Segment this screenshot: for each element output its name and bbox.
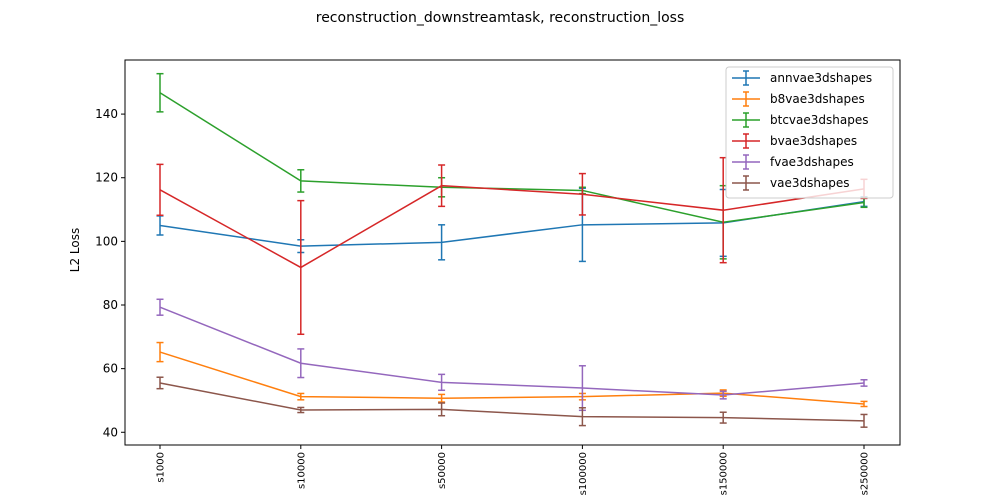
axes-layer: 40 60 80 100 120 140 s1000 s10000 s50000 s100000 s…: [95, 107, 870, 495]
series-line: [159, 92, 865, 224]
legend: annvae3dshapes b8vae3dshapes btcvae3dshape…: [725, 66, 894, 199]
y-tick-label: 80: [103, 298, 118, 312]
series-layer: [156, 72, 868, 428]
series-line: [159, 382, 865, 422]
x-tick-label: s250000: [860, 452, 871, 495]
y-axis-label: L2 Loss: [68, 228, 82, 272]
x-tick-label: s100000: [578, 452, 589, 495]
legend-entry: fvae3dshapes: [732, 154, 854, 170]
legend-label: vae3dshapes: [770, 176, 850, 190]
legend-entry: bvae3dshapes: [732, 133, 857, 149]
y-tick-label: 40: [103, 425, 118, 439]
series-vae3dshapes: [156, 376, 868, 428]
legend-label: btcvae3dshapes: [770, 113, 868, 127]
chart-title: reconstruction_downstreamtask, reconstru…: [316, 10, 685, 26]
series-annvae3dshapes: [156, 187, 868, 263]
legend-entry: btcvae3dshapes: [732, 112, 868, 128]
legend-label: fvae3dshapes: [770, 155, 854, 169]
y-tick-label: 120: [95, 171, 118, 185]
legend-label: bvae3dshapes: [770, 134, 857, 148]
x-tick-label: s50000: [437, 452, 448, 489]
y-tick-label: 100: [95, 234, 118, 248]
legend-entry: vae3dshapes: [732, 175, 850, 191]
series-b8vae3dshapes: [156, 341, 868, 408]
series-line: [159, 351, 865, 405]
legend-label: annvae3dshapes: [770, 71, 872, 85]
series-line: [159, 200, 865, 247]
y-tick-label: 60: [103, 362, 118, 376]
series-line: [159, 184, 865, 269]
x-tick-label: s1000: [156, 452, 167, 483]
plot-frame: [124, 59, 901, 446]
legend-entry: b8vae3dshapes: [732, 91, 865, 107]
y-tick-label: 140: [95, 107, 118, 121]
legend-label: b8vae3dshapes: [770, 92, 865, 106]
legend-entry: annvae3dshapes: [732, 70, 872, 86]
legend-box: [725, 66, 894, 199]
x-tick-label: s10000: [296, 452, 307, 489]
x-tick-label: s150000: [719, 452, 730, 495]
series-line: [159, 306, 865, 396]
series-fvae3dshapes: [156, 298, 868, 412]
